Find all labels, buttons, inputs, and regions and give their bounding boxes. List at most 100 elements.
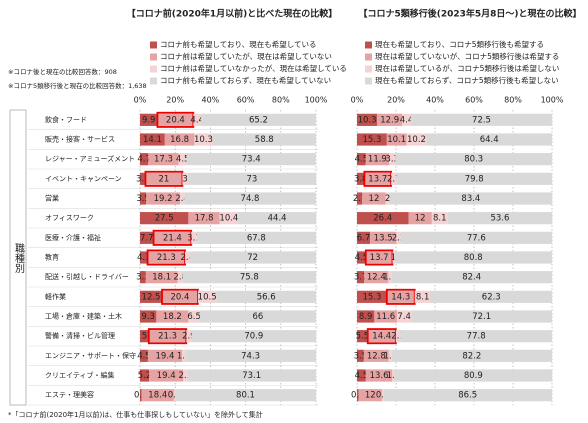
value-label: 12.8: [367, 351, 386, 361]
bar-segment: [357, 172, 365, 185]
bar-segment: [140, 389, 142, 402]
legend-swatch: [365, 41, 372, 49]
bar-segment: [364, 271, 389, 284]
value-label: 75.8: [240, 273, 259, 283]
value-label: 1.5: [383, 273, 397, 283]
bar-segment: [145, 172, 183, 185]
category-label: 飲食・フード: [45, 115, 87, 124]
bar-segment: [357, 271, 365, 284]
bar-segment: [402, 113, 411, 126]
value-label: 9.9: [142, 115, 156, 125]
bar-segment: [357, 310, 375, 323]
legend-swatch: [365, 77, 372, 85]
bar-segment: [395, 153, 552, 166]
bar-segment: [358, 389, 382, 402]
value-label: 0.7: [376, 391, 390, 401]
bar-segment: [357, 389, 359, 402]
legend-swatch: [365, 65, 372, 73]
value-label: 15.3: [362, 135, 381, 145]
value-label: 82.2: [462, 351, 481, 361]
bar-segment: [146, 192, 180, 205]
bar-segment: [145, 271, 178, 284]
value-label: 17.8: [195, 214, 214, 224]
bar-segment: [219, 212, 239, 225]
bar-segment: [185, 251, 190, 264]
bar-segment: [140, 153, 149, 166]
bar-segment: [389, 192, 553, 205]
bar-segment: [216, 290, 316, 303]
value-label: 2.3: [391, 332, 405, 342]
bar-segment: [408, 212, 432, 225]
value-label: 8.1: [433, 214, 447, 224]
bar-segment: [179, 192, 185, 205]
value-label: 15.3: [362, 292, 381, 302]
value-label: 66: [253, 312, 264, 322]
bar-segment: [140, 192, 147, 205]
value-label: 13.7: [370, 253, 389, 263]
value-label: 4.3: [137, 253, 151, 263]
bar-segment: [388, 153, 396, 166]
category-label: 販売・接客・サービス: [45, 135, 115, 144]
category-label: レジャー・アミューズメント: [45, 154, 135, 163]
category-label: エンジニア・サポート・保守: [45, 351, 136, 360]
bar-segment: [357, 212, 409, 225]
category-label: 教育: [45, 253, 59, 262]
value-label: 0.6: [168, 391, 182, 401]
value-label: 2.4: [175, 194, 189, 204]
bar-segment: [191, 330, 317, 343]
bar-segment: [396, 231, 401, 244]
value-label: 77.6: [467, 233, 486, 243]
value-label: 11.6: [376, 312, 395, 322]
bar-segment: [381, 389, 384, 402]
value-label: 80.3: [464, 155, 483, 165]
bar-segment: [191, 231, 197, 244]
bar-segment: [400, 330, 552, 343]
bar-segment: [149, 369, 184, 382]
value-label: 4.5: [355, 155, 369, 165]
bar-segment: [367, 330, 396, 343]
legend-swatch: [150, 53, 157, 61]
value-label: 1.8: [177, 351, 191, 361]
bar-segment: [357, 349, 364, 362]
value-label: 5: [142, 332, 147, 342]
bar-segment: [201, 113, 316, 126]
value-label: 53.6: [490, 214, 509, 224]
value-label: 72.1: [472, 312, 491, 322]
value-label: 58.8: [255, 135, 274, 145]
bar-segment: [396, 172, 552, 185]
value-label: 62.3: [482, 292, 501, 302]
value-label: 1: [391, 253, 396, 263]
bar-segment: [357, 192, 363, 205]
value-label: 77.8: [467, 332, 486, 342]
bar-segment: [178, 153, 187, 166]
value-label: 4.5: [355, 371, 369, 381]
bar-segment: [186, 330, 192, 343]
highlight-box: [144, 170, 184, 187]
bar-segment: [212, 133, 316, 146]
chart-title: 【コロナ前(2020年1月以前)と比べた現在の比較】: [127, 8, 338, 20]
bar-segment: [188, 212, 220, 225]
value-label: 3.7: [354, 273, 368, 283]
bar-segment: [140, 133, 165, 146]
value-label: 13.7: [368, 174, 387, 184]
bar-segment: [388, 349, 392, 362]
category-label: エステ・理美容: [45, 390, 94, 399]
legend-label: 現在は希望していないが、コロナ5類移行後は希望する: [375, 51, 559, 61]
value-label: 18.2: [163, 312, 182, 322]
value-label: 79.8: [465, 174, 484, 184]
x-tick-label: 0%: [134, 96, 147, 105]
bar-segment: [363, 349, 389, 362]
value-label: 80.8: [464, 253, 483, 263]
bar-segment: [385, 192, 390, 205]
bar-segment: [183, 369, 188, 382]
bar-segment: [430, 290, 552, 303]
bar-segment: [147, 251, 186, 264]
bar-segment: [391, 349, 552, 362]
bar-segment: [357, 330, 368, 343]
bar-segment: [157, 113, 194, 126]
value-label: 14.3: [391, 292, 410, 302]
value-label: 2.7: [353, 194, 367, 204]
legend-label: 現在も希望しており、コロナ5類移行後も希望する: [375, 39, 544, 49]
bar-segment: [362, 192, 386, 205]
value-label: 0.9: [134, 391, 148, 401]
